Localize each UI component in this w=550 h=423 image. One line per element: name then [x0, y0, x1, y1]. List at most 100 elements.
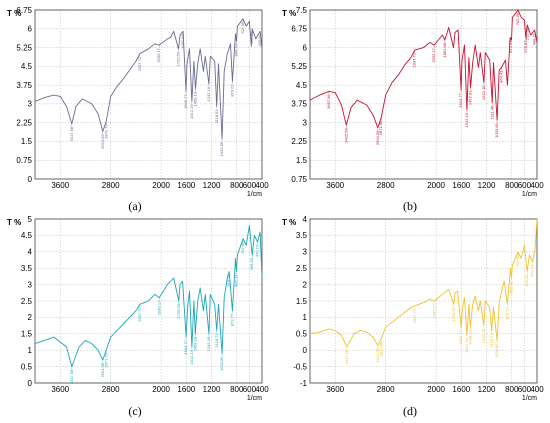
peak-label: 873.77 [230, 313, 235, 326]
y-tick-label: 6.75 [291, 25, 307, 34]
x-tick-label: 600 [243, 181, 257, 190]
x-axis-label: 1/cm [522, 191, 537, 198]
peak-label: 702.99 [515, 254, 520, 267]
x-tick-label: 800 [505, 385, 519, 394]
y-tick-label: 2.25 [291, 137, 307, 146]
y-tick-label: -1 [300, 379, 308, 388]
peak-label: 1033.85 [494, 122, 499, 137]
x-tick-label: 1200 [203, 181, 221, 190]
y-tick-label: 0.75 [16, 156, 32, 165]
peak-label: 1033.85 [219, 356, 224, 371]
y-tick-label: 1.5 [296, 297, 308, 306]
peak-label: 1512.19 [189, 349, 194, 364]
y-axis-label: T % [7, 218, 21, 227]
x-tick-label: 1600 [177, 385, 195, 394]
peak-label: 2337.72 [412, 308, 417, 323]
x-tick-label: 400 [530, 385, 544, 394]
peak-label: 964.41 [498, 70, 503, 83]
y-tick-label: 3.5 [21, 264, 33, 273]
x-tick-label: 600 [243, 385, 257, 394]
peak-label: 1512.19 [464, 112, 469, 127]
spectrum-line [309, 9, 538, 129]
spectrum-line [309, 218, 538, 348]
peak-label: 802.31 [509, 280, 514, 293]
x-tick-label: 800 [230, 385, 244, 394]
peak-label: 1720.50 [176, 51, 181, 66]
chart-panel-b: 0.75 1.5 2.25 3 3.75 4.5 5.25 6 6.75 7.5 3600 2800 2… [282, 6, 544, 198]
x-tick-label: 1200 [478, 181, 496, 190]
x-axis-label: 1/cm [247, 191, 262, 198]
x-tick-label: 2000 [152, 385, 170, 394]
x-tick-label: 1200 [203, 385, 221, 394]
peak-label: 1604.77 [458, 329, 463, 344]
peak-label: 1458.13 [193, 91, 198, 106]
peak-label: 1604.77 [183, 339, 188, 354]
peak-label: 802.31 [234, 274, 239, 287]
plot-frame [34, 218, 263, 384]
panel-caption-d: (d) [403, 404, 417, 418]
x-tick-label: 1600 [452, 385, 470, 394]
y-tick-label: 4.5 [21, 62, 33, 71]
y-tick-label: 1 [28, 346, 33, 355]
panel-caption-c: (c) [128, 404, 142, 418]
spectrum-line [34, 18, 263, 140]
peak-label: 3417.98 [69, 369, 74, 384]
x-tick-label: 400 [255, 385, 269, 394]
x-tick-label: 800 [230, 181, 244, 190]
y-tick-label: 1.5 [21, 330, 33, 339]
peak-label: 3417.98 [344, 349, 349, 364]
peak-label: 1458.18 [467, 329, 472, 344]
y-tick-label: 0.5 [296, 330, 308, 339]
y-tick-label: 3.75 [291, 100, 307, 109]
peak-label: 1512.19 [189, 104, 194, 119]
y-tick-label: 3 [28, 100, 33, 109]
y-tick-label: 4 [28, 248, 33, 257]
y-tick-label: -0.5 [293, 362, 307, 371]
x-tick-label: 3600 [326, 385, 344, 394]
x-tick-label: 2000 [427, 385, 445, 394]
y-tick-label: 2.5 [21, 297, 33, 306]
y-tick-label: 4.5 [21, 231, 33, 240]
y-tick-label: 6 [303, 43, 308, 52]
y-tick-label: 0.5 [21, 362, 33, 371]
y-tick-label: 0 [303, 346, 308, 355]
y-axis-label: T % [282, 9, 296, 18]
y-tick-label: 0 [28, 175, 33, 184]
peak-label: 2871.79 [103, 352, 108, 367]
y-tick-label: 1.5 [21, 137, 33, 146]
y-tick-label: 1.5 [296, 156, 308, 165]
peak-label: 2924.09 [100, 362, 105, 377]
peak-label: 2337.72 [412, 52, 417, 67]
y-axis-label: T % [282, 218, 296, 227]
peak-label: 2337.72 [137, 56, 142, 71]
y-axis-label: T % [7, 9, 21, 18]
x-tick-label: 400 [530, 181, 544, 190]
y-tick-label: 0.75 [291, 175, 307, 184]
peak-label: 1118.71 [489, 333, 494, 348]
peak-label: 1720.50 [176, 303, 181, 318]
y-tick-label: 4 [303, 215, 308, 224]
chart-panel-c: 0 0.5 1 1.5 2 2.5 3 3.5 4 4.5 5 3600 2800 2000 1600 120… [7, 215, 269, 402]
x-tick-label: 800 [505, 181, 519, 190]
peak-label: 3417.98 [69, 126, 74, 141]
y-tick-label: 6 [28, 25, 33, 34]
y-tick-label: 2 [28, 313, 33, 322]
peak-label: 555.50 [249, 257, 254, 270]
peak-label: 1242.16 [481, 85, 486, 100]
peak-label: 470.73 [530, 264, 535, 277]
x-tick-label: 1200 [478, 385, 496, 394]
peak-label: 1242.16 [206, 336, 211, 351]
plot-frame [309, 218, 538, 384]
peak-label: 1458.18 [192, 336, 197, 351]
peak-label: 1242.16 [206, 86, 211, 101]
chart-panel-a: 0 0.75 1.5 2.25 3 3.75 4.5 5.25 6 6.75 3600 2800 200… [7, 6, 269, 198]
peak-label: 873.77 [504, 307, 509, 320]
y-tick-label: 5 [28, 215, 33, 224]
x-tick-label: 3600 [51, 181, 69, 190]
x-tick-label: 2000 [152, 181, 170, 190]
y-tick-label: 3.75 [16, 81, 32, 90]
peak-label: 1604.77 [458, 92, 463, 107]
peak-label: 1606.77 [183, 94, 188, 109]
x-tick-label: 1600 [177, 181, 195, 190]
